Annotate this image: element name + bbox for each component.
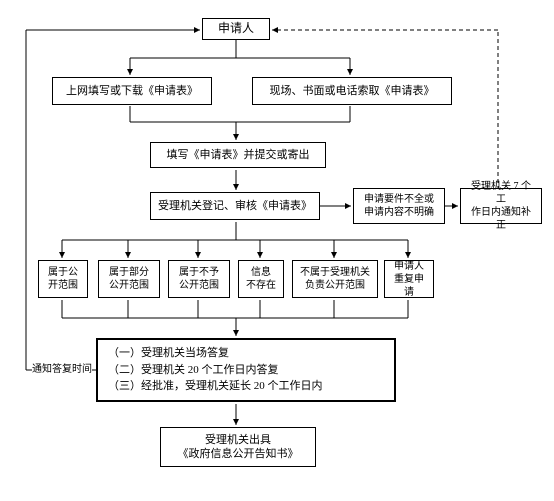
node-label-line: 不存在: [246, 279, 276, 292]
node-label: 上网填写或下载《申请表》: [66, 84, 198, 98]
node-label: 现场、书面或电话索取《申请表》: [270, 84, 435, 98]
flow-edges: [0, 0, 554, 501]
node-label-line: 不属于受理机关: [300, 266, 370, 279]
node-incomplete: 申请要件不全或 申请内容不明确: [353, 188, 445, 224]
node-label-line: 公开范围: [109, 279, 149, 292]
edge-label: 通知答复时间: [32, 364, 92, 375]
node-label-line: 负责公开范围: [300, 279, 370, 292]
node-cat4: 信息 不存在: [238, 260, 284, 298]
node-label-line: 信息: [246, 266, 276, 279]
node-applicant: 申请人: [202, 18, 270, 40]
node-label-line: （二）受理机关 20 个工作日内答复: [108, 362, 279, 379]
label-reply-time: 通知答复时间: [32, 360, 92, 375]
node-label-line: 属于不予: [179, 266, 219, 279]
node-label: 填写《申请表》并提交或寄出: [167, 148, 310, 162]
node-label-line: 公开范围: [179, 279, 219, 292]
node-label-line: 《政府信息公开告知书》: [178, 447, 299, 461]
node-label-line: （三）经批准，受理机关延长 20 个工作日内: [108, 378, 323, 395]
flowchart-canvas: 申请人 上网填写或下载《申请表》 现场、书面或电话索取《申请表》 填写《申请表》…: [0, 0, 554, 501]
node-label-line: 受理机关 7 个工: [467, 180, 535, 206]
node-cat5: 不属于受理机关 负责公开范围: [292, 260, 378, 298]
node-cat3: 属于不予 公开范围: [168, 260, 230, 298]
node-fill-submit: 填写《申请表》并提交或寄出: [150, 142, 326, 168]
node-label-line: 属于公: [48, 266, 78, 279]
node-notify7: 受理机关 7 个工 作日内通知补正: [460, 188, 542, 224]
node-label-line: 作日内通知补正: [467, 206, 535, 232]
node-label: 受理机关登记、审核《申请表》: [158, 199, 312, 213]
node-label-line: 重复申请: [391, 273, 427, 299]
node-issue: 受理机关出具 《政府信息公开告知书》: [160, 427, 316, 467]
node-label-line: 受理机关出具: [178, 433, 299, 447]
node-cat6: 申请人 重复申请: [384, 260, 434, 298]
node-obtain-offline: 现场、书面或电话索取《申请表》: [252, 77, 452, 105]
node-cat2: 属于部分 公开范围: [98, 260, 160, 298]
node-label-line: 属于部分: [109, 266, 149, 279]
node-review: 受理机关登记、审核《申请表》: [150, 192, 320, 220]
node-label-line: 开范围: [48, 279, 78, 292]
node-label: 申请人: [218, 21, 254, 37]
node-reply: （一）受理机关当场答复 （二）受理机关 20 个工作日内答复 （三）经批准，受理…: [96, 338, 396, 402]
node-obtain-online: 上网填写或下载《申请表》: [52, 77, 212, 105]
node-label-line: 申请要件不全或: [364, 193, 434, 206]
node-label-line: （一）受理机关当场答复: [108, 345, 229, 362]
node-label-line: 申请内容不明确: [364, 206, 434, 219]
node-cat1: 属于公 开范围: [38, 260, 88, 298]
node-label-line: 申请人: [391, 260, 427, 273]
